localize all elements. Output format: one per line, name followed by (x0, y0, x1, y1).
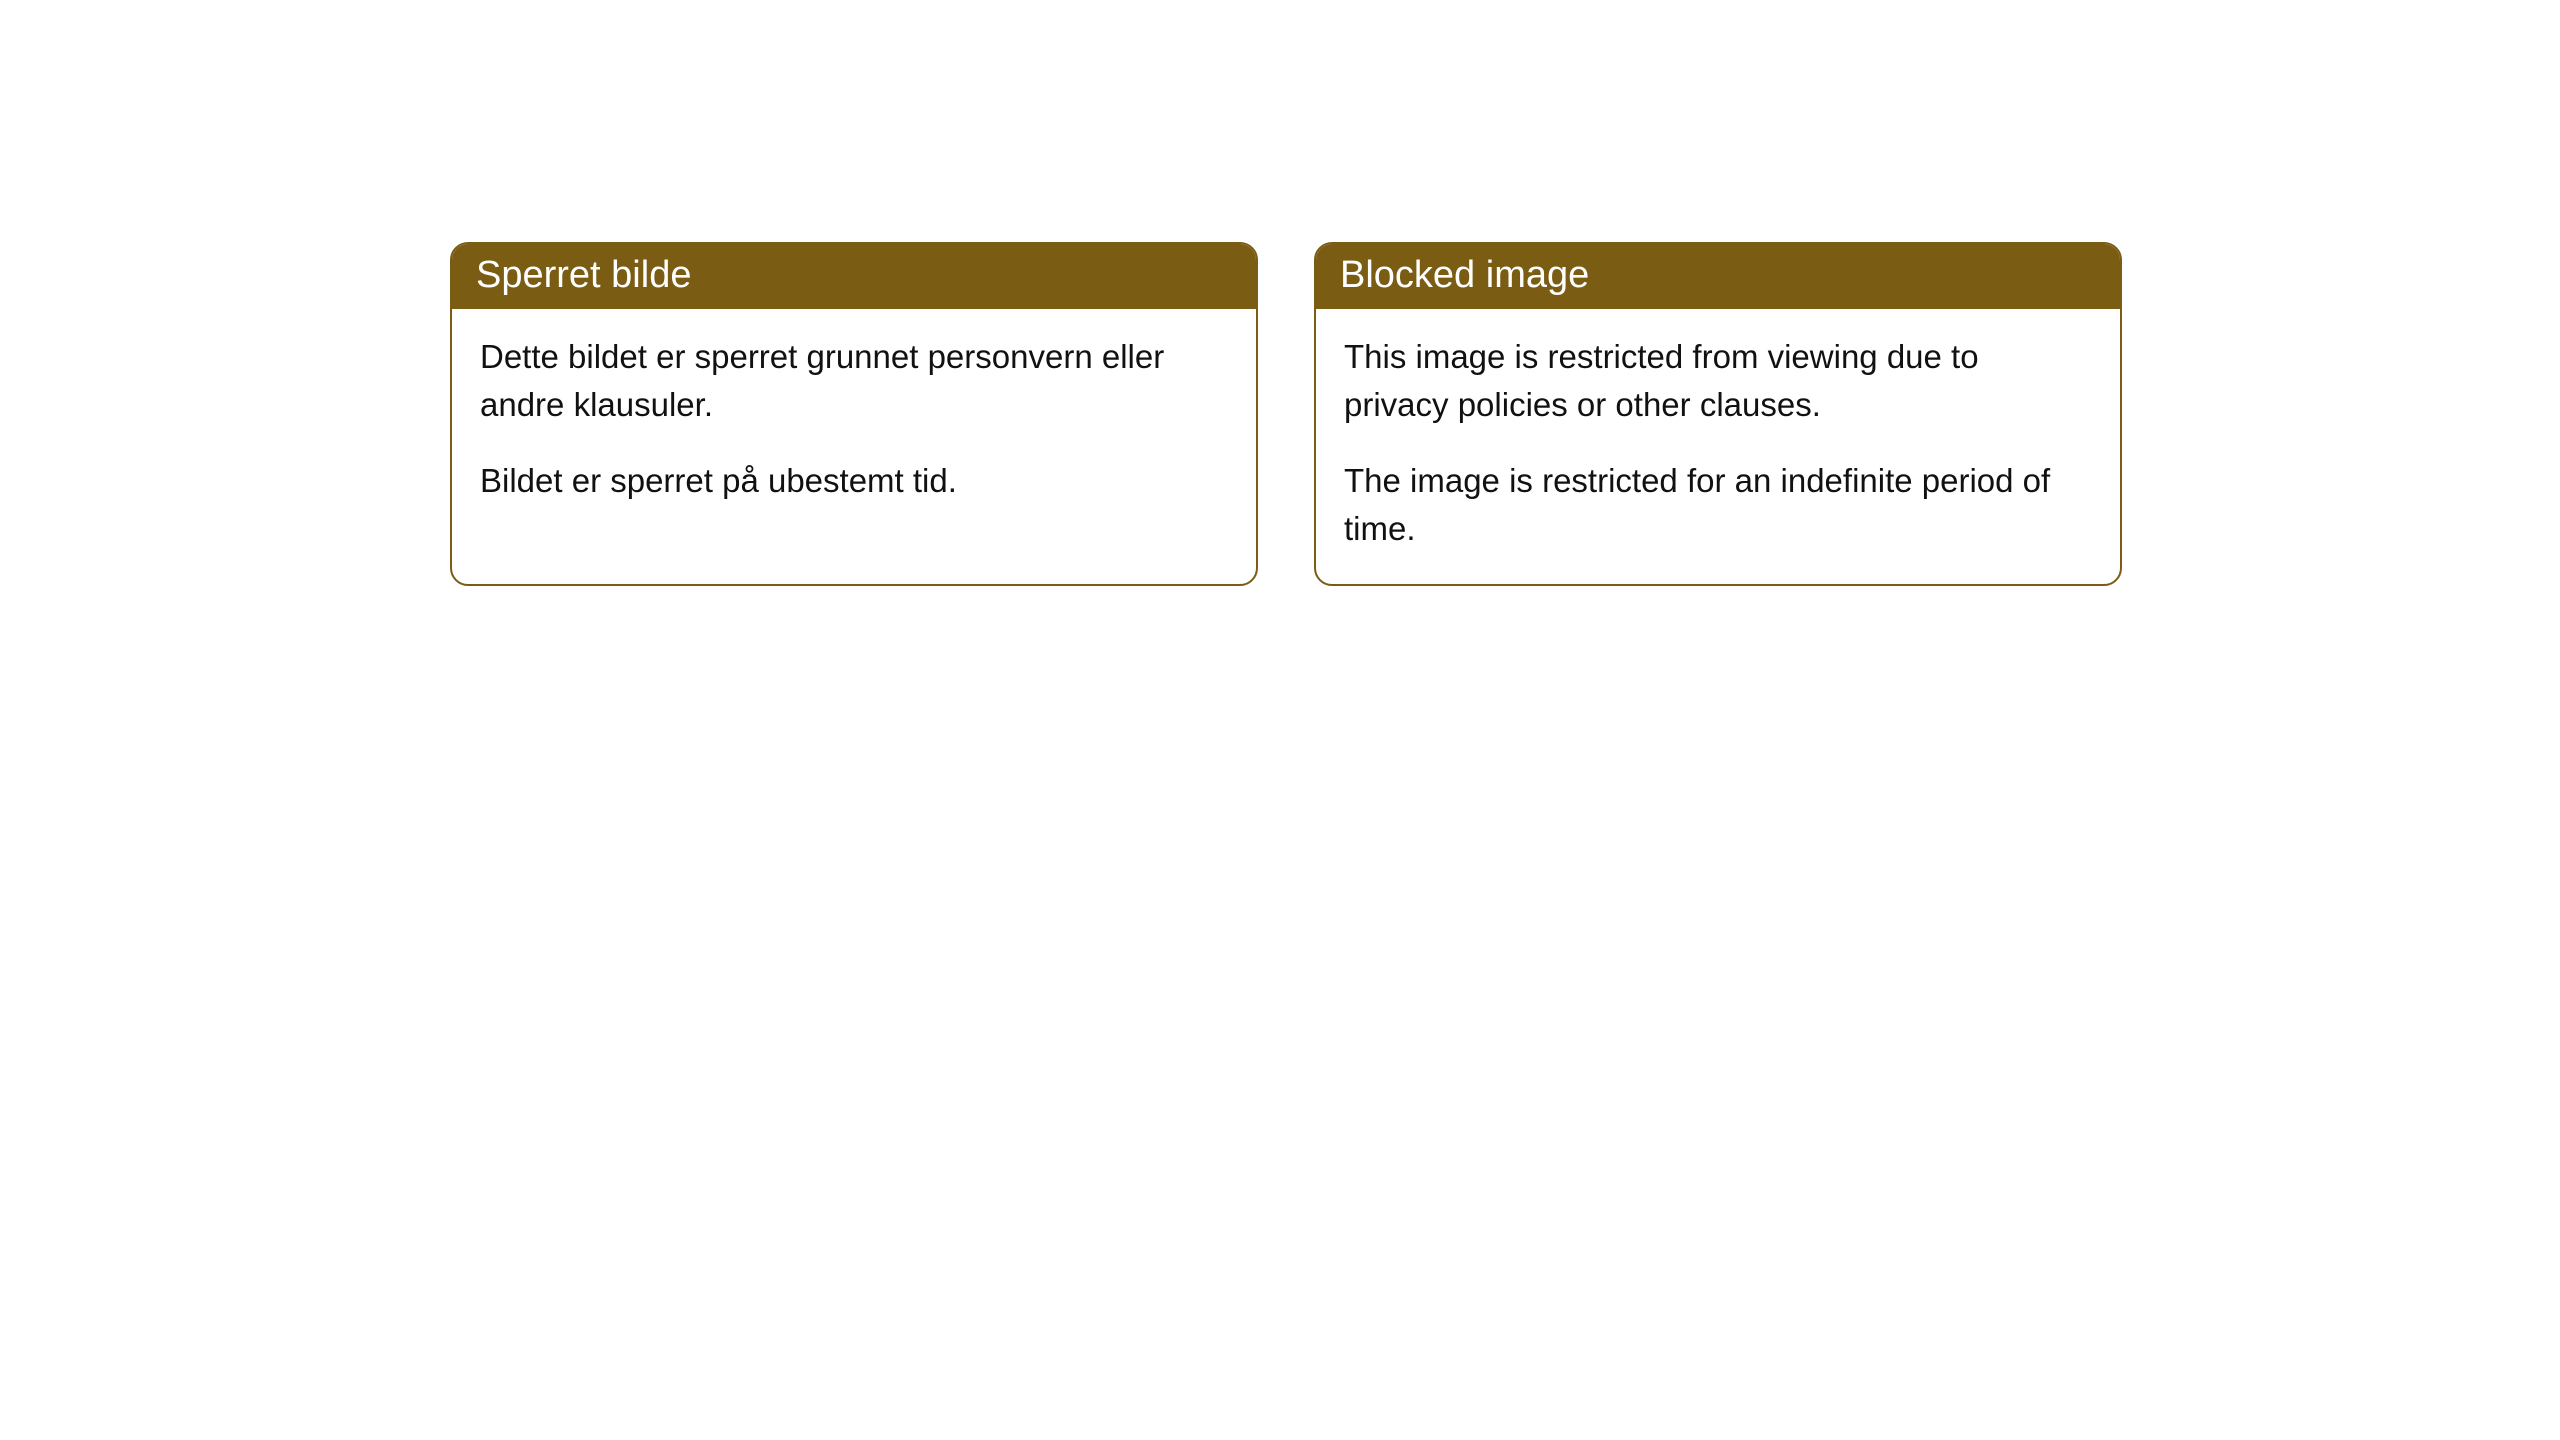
notice-container: Sperret bilde Dette bildet er sperret gr… (0, 0, 2560, 586)
card-paragraph-1: This image is restricted from viewing du… (1344, 333, 2092, 429)
card-paragraph-1: Dette bildet er sperret grunnet personve… (480, 333, 1228, 429)
card-header: Blocked image (1316, 244, 2120, 309)
blocked-image-card-en: Blocked image This image is restricted f… (1314, 242, 2122, 586)
card-header: Sperret bilde (452, 244, 1256, 309)
card-title: Blocked image (1340, 254, 1589, 296)
blocked-image-card-no: Sperret bilde Dette bildet er sperret gr… (450, 242, 1258, 586)
card-body: This image is restricted from viewing du… (1316, 309, 2120, 584)
card-title: Sperret bilde (476, 254, 691, 296)
card-body: Dette bildet er sperret grunnet personve… (452, 309, 1256, 537)
card-paragraph-2: Bildet er sperret på ubestemt tid. (480, 457, 1228, 505)
card-paragraph-2: The image is restricted for an indefinit… (1344, 457, 2092, 553)
